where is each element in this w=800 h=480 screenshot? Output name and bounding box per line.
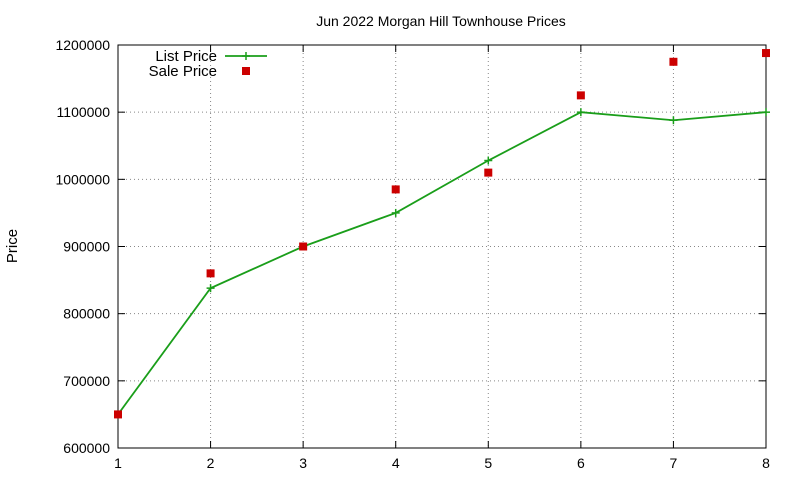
data-point: [391, 208, 400, 217]
x-tick-label: 3: [299, 455, 307, 471]
data-point: [669, 57, 678, 66]
data-point: [669, 116, 678, 125]
y-tick-label: 700000: [63, 373, 110, 389]
legend: List Price Sale Price: [149, 48, 267, 80]
data-point: [576, 108, 585, 117]
data-point: [484, 156, 493, 165]
x-tick-label: 2: [207, 455, 215, 471]
data-point: [391, 185, 400, 194]
series-line: [117, 111, 767, 415]
x-tick-label: 5: [484, 455, 492, 471]
x-tick-label: 1: [114, 455, 122, 471]
series-list-price: [114, 108, 770, 419]
data-point: [206, 284, 215, 293]
y-tick-label: 900000: [63, 239, 110, 255]
data-point: [299, 242, 308, 251]
legend-marker-list-price: [225, 52, 267, 60]
x-tick-label: 7: [670, 455, 678, 471]
data-point: [762, 108, 770, 117]
x-tick-label: 6: [577, 455, 585, 471]
legend-square-marker: [242, 67, 250, 75]
data-point: [114, 410, 122, 419]
series-sale-price: [114, 49, 770, 419]
data-point: [484, 168, 493, 177]
axis-ticks: 6000007000008000009000001000000110000012…: [55, 37, 770, 471]
legend-marker-sale-price: [242, 67, 250, 75]
legend-label-sale-price: Sale Price: [149, 63, 217, 80]
y-tick-label: 600000: [63, 440, 110, 456]
legend-label-list-price: List Price: [155, 48, 217, 65]
y-tick-label: 1100000: [57, 104, 111, 120]
y-tick-label: 1200000: [55, 37, 110, 53]
chart-title: Jun 2022 Morgan Hill Townhouse Prices: [316, 13, 566, 29]
x-tick-label: 8: [762, 455, 770, 471]
legend-plus-marker: [242, 52, 250, 60]
grid-lines: [118, 45, 766, 448]
data-point: [576, 91, 585, 100]
y-axis-label: Price: [4, 229, 21, 263]
series-layer: [114, 49, 770, 419]
y-tick-label: 1000000: [55, 171, 110, 187]
data-point: [762, 49, 770, 58]
data-point: [206, 269, 215, 278]
x-tick-label: 4: [392, 455, 400, 471]
y-tick-label: 800000: [63, 306, 110, 322]
